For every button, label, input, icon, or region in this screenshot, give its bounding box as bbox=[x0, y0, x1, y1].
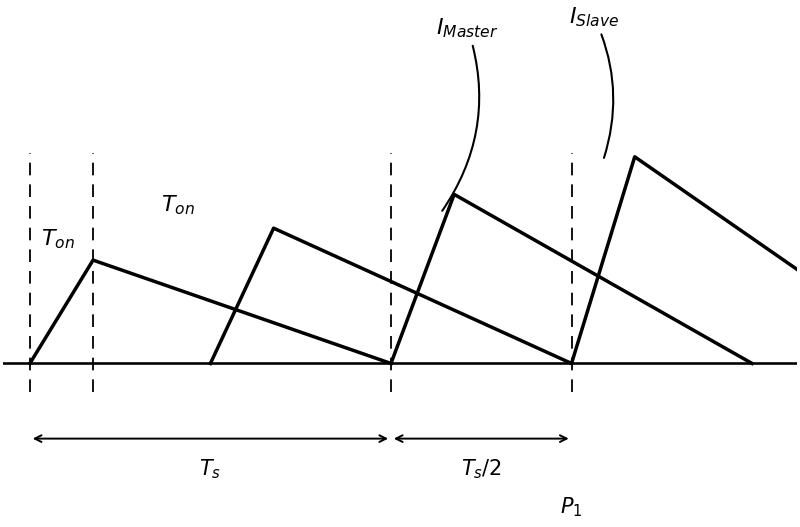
Text: $I_{Slave}$: $I_{Slave}$ bbox=[569, 5, 619, 158]
Text: $T_s$: $T_s$ bbox=[199, 457, 222, 481]
Text: $T_{on}$: $T_{on}$ bbox=[161, 193, 194, 217]
Text: $T_s/2$: $T_s/2$ bbox=[461, 457, 502, 481]
Text: $T_{on}$: $T_{on}$ bbox=[41, 227, 74, 251]
Text: $P_1$: $P_1$ bbox=[560, 495, 582, 519]
Text: $I_{Master}$: $I_{Master}$ bbox=[437, 17, 499, 211]
